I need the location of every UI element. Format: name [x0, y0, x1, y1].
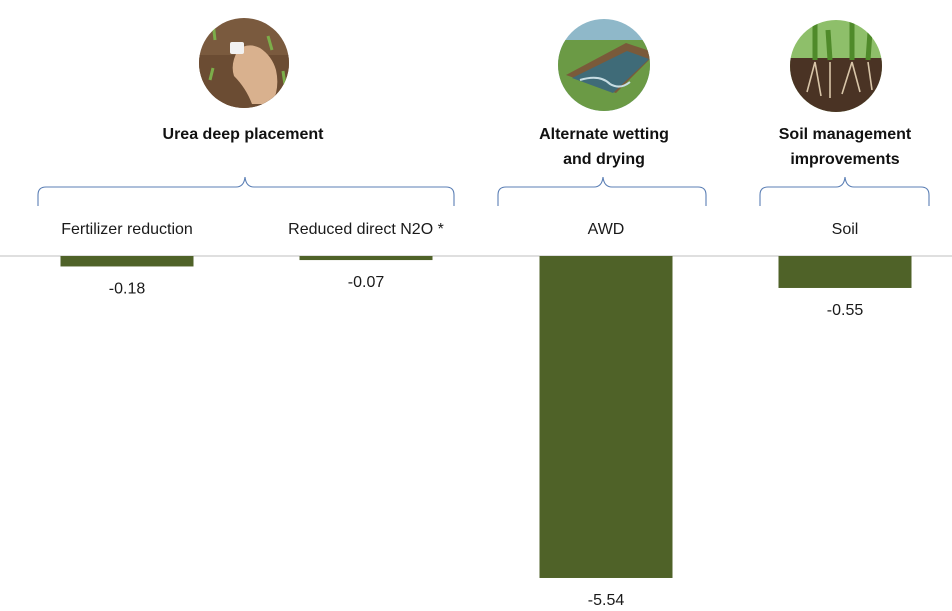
data-label: -0.07	[348, 274, 385, 291]
data-label: -5.54	[588, 592, 625, 609]
data-label: -0.18	[109, 280, 146, 297]
group-brace-soil	[759, 176, 930, 206]
category-label: Fertilizer reduction	[61, 221, 193, 238]
category-label: Soil	[832, 221, 859, 238]
bar	[778, 256, 912, 288]
group-title-awd: Alternate wetting and drying	[539, 126, 669, 168]
bar	[60, 256, 194, 267]
bar-series	[60, 256, 912, 578]
group-title-urea: Urea deep placement	[163, 126, 325, 143]
data-label: -0.55	[827, 302, 864, 319]
group-brace-awd	[497, 176, 707, 206]
category-label: Reduced direct N2O *	[288, 221, 444, 238]
category-label: AWD	[588, 221, 625, 238]
group-title-soil: Soil management improvements	[779, 126, 912, 168]
soil-roots-icon	[790, 20, 882, 112]
fertilizer-hand-icon	[199, 18, 289, 108]
group-brace-urea	[37, 176, 455, 206]
rice-paddy-water-icon	[558, 19, 650, 111]
value-labels: -0.18 -0.07 -5.54 -0.55	[109, 274, 864, 609]
bar	[299, 256, 433, 261]
bar	[539, 256, 673, 578]
